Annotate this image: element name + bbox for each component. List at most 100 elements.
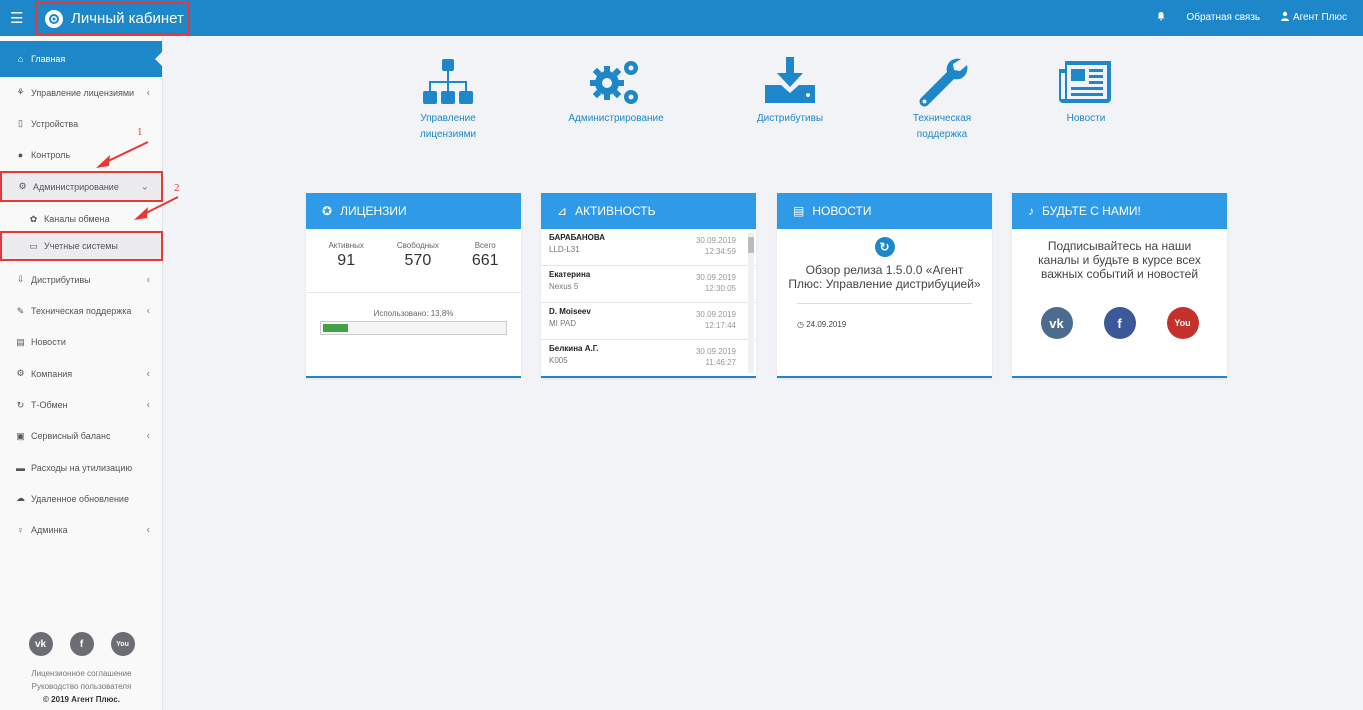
bell-icon: ♪ [1028, 204, 1034, 218]
tile-license-management[interactable]: Управление лицензиями [393, 55, 503, 143]
sidebar-item-remote-update[interactable]: ☁ Удаленное обновление [0, 483, 162, 514]
sidebar-item-company[interactable]: ⚙ Компания ‹ [0, 358, 162, 389]
chevron-down-icon: ⌄ [140, 181, 149, 193]
sidebar-item-label: Админка [31, 525, 68, 536]
chevron-left-icon: ‹ [146, 524, 150, 536]
refresh-icon: ↻ [16, 399, 25, 410]
sidebar-item-label: Новости [31, 337, 66, 348]
chevron-left-icon: ‹ [146, 399, 150, 411]
news-scrollbar[interactable] [984, 233, 990, 373]
annotation-number-1: 1 [137, 126, 143, 138]
facebook-icon[interactable]: f [1103, 307, 1136, 339]
card-title: НОВОСТИ [812, 204, 872, 218]
sidebar-item-t-exchange[interactable]: ↻ Т-Обмен ‹ [0, 389, 162, 420]
cogs-icon [590, 61, 638, 104]
tile-news[interactable]: Новости [1031, 55, 1141, 127]
brand-logo-link[interactable]: Личный кабинет [35, 2, 190, 35]
chevron-left-icon: ‹ [146, 305, 150, 317]
menu-toggle-icon[interactable]: ☰ [10, 10, 24, 27]
sync-icon: ✿ [29, 213, 38, 224]
news-item[interactable]: ↻ Обзор релиза 1.5.0.0 «Агент Плюс: Упра… [777, 229, 992, 376]
sidebar-item-label: Контроль [31, 150, 71, 161]
vk-icon[interactable]: vk [1040, 307, 1073, 339]
sidebar-item-control[interactable]: ● Контроль [0, 140, 162, 171]
download-icon: ⇩ [16, 274, 25, 285]
sidebar-item-tech-support[interactable]: ✎ Техническая поддержка ‹ [0, 295, 162, 326]
newspaper-icon [1059, 61, 1111, 103]
sitemap-icon: ⚘ [16, 87, 25, 98]
activity-list[interactable]: БАРАБАНОВА LLD-L31 30.09.2019 12:34:59 Ек… [541, 229, 756, 376]
list-item[interactable]: D. Moiseev MI PAD 30.09.2019 12:17:44 [541, 303, 756, 340]
gear-icon: ⚙ [16, 368, 25, 379]
clock-icon: ◷ [797, 320, 804, 329]
tile-label: Управление лицензиями [419, 113, 477, 140]
activity-device: LLD-L31 [549, 245, 580, 254]
sidebar-item-admin-panel[interactable]: ♀ Админка ‹ [0, 515, 162, 546]
sidebar-item-distributions[interactable]: ⇩ Дистрибутивы ‹ [0, 264, 162, 295]
news-date-value: 24.09.2019 [806, 320, 847, 329]
activity-card-header[interactable]: ⊿ АКТИВНОСТЬ [541, 193, 756, 229]
sidebar-item-license-management[interactable]: ⚘ Управление лицензиями ‹ [0, 77, 162, 108]
stat-value: 661 [471, 252, 499, 269]
cloud-icon: ☁ [16, 493, 25, 504]
join-us-card: ♪ БУДЬТЕ С НАМИ! Подписывайтесь на наши … [1012, 193, 1227, 378]
user-name: Агент Плюс [1292, 12, 1347, 23]
list-item[interactable]: Екатерина Nexus 5 30.09.2019 12:30:05 [541, 266, 756, 303]
activity-date: 30.09.2019 [695, 347, 736, 356]
used-label: Использовано: 13,8% [373, 309, 454, 318]
activity-device: Nexus 5 [549, 282, 579, 291]
sidebar-item-news[interactable]: ▤ Новости [0, 327, 162, 358]
sidebar-item-devices[interactable]: ▯ Устройства [0, 108, 162, 139]
sidebar-item-recycling-costs[interactable]: ▬ Расходы на утилизацию [0, 452, 162, 483]
facebook-icon[interactable]: f [69, 632, 94, 656]
sidebar-item-label: Сервисный баланс [31, 431, 111, 442]
list-item[interactable]: Белкина А.Г. K005 30.09.2019 11:46:27 [541, 340, 756, 376]
licenses-card-header[interactable]: ✪ ЛИЦЕНЗИИ [306, 193, 521, 229]
scrollbar-thumb[interactable] [748, 237, 754, 253]
sidebar-item-label: Расходы на утилизацию [31, 462, 133, 473]
refresh-icon: ↻ [874, 237, 895, 257]
activity-scrollbar[interactable] [748, 233, 754, 373]
list-item[interactable]: БАРАБАНОВА LLD-L31 30.09.2019 12:34:59 [541, 229, 756, 266]
license-agreement-link[interactable]: Лицензионное соглашение [31, 669, 132, 678]
feedback-link[interactable]: Обратная связь [1186, 11, 1261, 23]
sidebar-subitem-exchange-channels[interactable]: ✿ Каналы обмена [0, 207, 162, 231]
tile-distributions[interactable]: Дистрибутивы [735, 55, 845, 127]
divider [797, 303, 972, 304]
tile-label: Дистрибутивы [756, 113, 824, 124]
sidebar-item-service-balance[interactable]: ▣ Сервисный баланс ‹ [0, 421, 162, 452]
activity-card: ⊿ АКТИВНОСТЬ БАРАБАНОВА LLD-L31 30.09.20… [541, 193, 756, 378]
wrench-icon [919, 58, 968, 107]
cogs-icon: ⚙ [18, 181, 27, 192]
tile-tech-support[interactable]: Техническая поддержка [887, 55, 997, 143]
sidebar-item-home[interactable]: ⌂ Главная [0, 41, 163, 77]
user-menu[interactable]: Агент Плюс [1280, 11, 1347, 23]
total-licenses-stat: Всего 661 [472, 241, 499, 270]
news-card-header[interactable]: ▤ НОВОСТИ [777, 193, 992, 229]
youtube-icon[interactable]: You [110, 632, 135, 656]
free-licenses-stat: Свободных 570 [397, 241, 439, 270]
user-guide-link[interactable]: Руководство пользователя [31, 682, 132, 691]
activity-user: Екатерина [549, 270, 591, 279]
card-title: АКТИВНОСТЬ [575, 204, 656, 218]
rss-icon: ⊿ [557, 204, 568, 218]
sidebar-subitem-accounting-systems[interactable]: ▭ Учетные системы [0, 231, 163, 262]
join-us-card-header[interactable]: ♪ БУДЬТЕ С НАМИ! [1012, 193, 1227, 229]
news-headline[interactable]: Обзор релиза 1.5.0.0 «Агент Плюс: Управл… [788, 263, 981, 291]
sidebar-item-label: Администрирование [33, 181, 119, 192]
tile-administration[interactable]: Администрирование [561, 55, 671, 127]
vk-icon[interactable]: vk [28, 632, 53, 656]
star-icon: ✪ [322, 204, 333, 218]
usage-progress-fill [323, 324, 348, 332]
bell-icon[interactable] [1156, 11, 1166, 23]
sidebar-item-label: Т-Обмен [31, 400, 68, 411]
sidebar-social-links: vk f You [0, 632, 163, 656]
sidebar-item-administration[interactable]: ⚙ Администрирование ⌄ [0, 170, 163, 203]
wrench-icon: ✎ [16, 305, 25, 316]
youtube-icon[interactable]: You [1166, 307, 1199, 339]
sidebar-footer: Лицензионное соглашение Руководство поль… [0, 667, 163, 706]
tile-label: Администрирование [568, 113, 664, 124]
usage-progress-bar [320, 321, 507, 335]
activity-date: 30.09.2019 [695, 310, 736, 319]
sidebar-item-label: Техническая поддержка [31, 306, 132, 317]
